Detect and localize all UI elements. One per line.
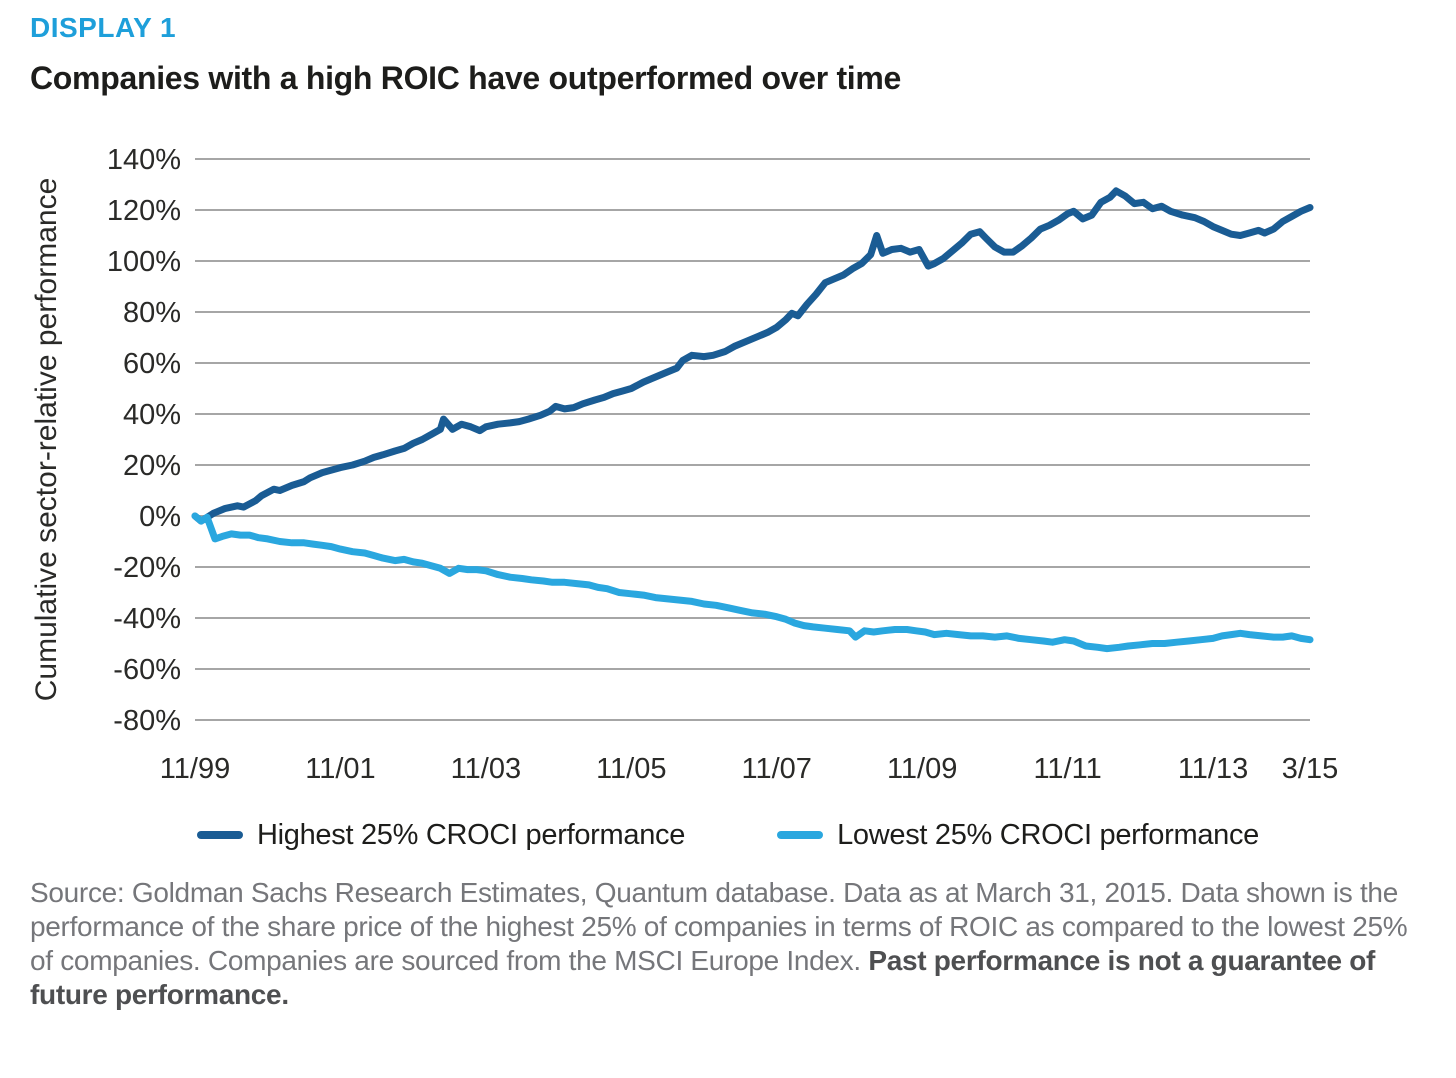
y-tick-label: 140% (107, 144, 181, 176)
x-tick-label: 3/15 (1282, 753, 1338, 785)
chart-legend: Highest 25% CROCI performance Lowest 25%… (0, 812, 1456, 858)
series-line-0 (191, 187, 1314, 525)
y-tick-label: 100% (107, 246, 181, 278)
x-tick-label: 11/11 (1033, 753, 1101, 785)
y-tick-label: 120% (107, 195, 181, 227)
series-line-1 (191, 512, 1314, 653)
y-tick-label: 40% (123, 399, 181, 431)
legend-item-lowest: Lowest 25% CROCI performance (777, 819, 1259, 852)
chart-figure: 140% 120% 100% 80% 60% 40% 20% 0% -20% -40% -60% -8… (0, 122, 1456, 804)
x-tick-label: 11/01 (305, 753, 375, 785)
y-tick-label: -80% (113, 705, 181, 737)
y-axis-title: Cumulative sector-relative performance (30, 178, 63, 702)
chart-svg: 140% 120% 100% 80% 60% 40% 20% 0% -20% -40% -60% -8… (30, 144, 1338, 785)
x-tick-label: 11/07 (742, 753, 812, 785)
y-tick-label: -40% (113, 603, 181, 635)
source-disclaimer: Past performance is not a guarantee of f… (30, 945, 1376, 1010)
y-tick-label: 20% (123, 450, 181, 482)
y-tick-label: 60% (123, 348, 181, 380)
legend-swatch-highest-icon (196, 831, 243, 839)
y-tick-label: -20% (113, 552, 181, 584)
legend-label-lowest: Lowest 25% CROCI performance (837, 818, 1260, 851)
page-title: Companies with a high ROIC have outperfo… (30, 60, 902, 96)
x-tick-label: 11/05 (596, 753, 666, 785)
legend-swatch-lowest-icon (777, 831, 824, 839)
source-text: Source: Goldman Sachs Research Estimates… (30, 877, 1408, 976)
legend-label-highest: Highest 25% CROCI performance (256, 818, 686, 851)
source-note: Source: Goldman Sachs Research Estimates… (30, 876, 1432, 1012)
x-tick-label: 11/09 (887, 753, 957, 785)
x-tick-label: 11/13 (1178, 753, 1248, 785)
display-label: DISPLAY 1 (30, 12, 177, 43)
x-tick-label: 11/03 (451, 753, 521, 785)
legend-item-highest: Highest 25% CROCI performance (196, 818, 686, 852)
x-tick-label: 11/99 (160, 753, 230, 785)
y-tick-label: -60% (113, 654, 181, 686)
y-tick-label: 80% (123, 297, 181, 329)
y-tick-label: 0% (139, 501, 181, 533)
